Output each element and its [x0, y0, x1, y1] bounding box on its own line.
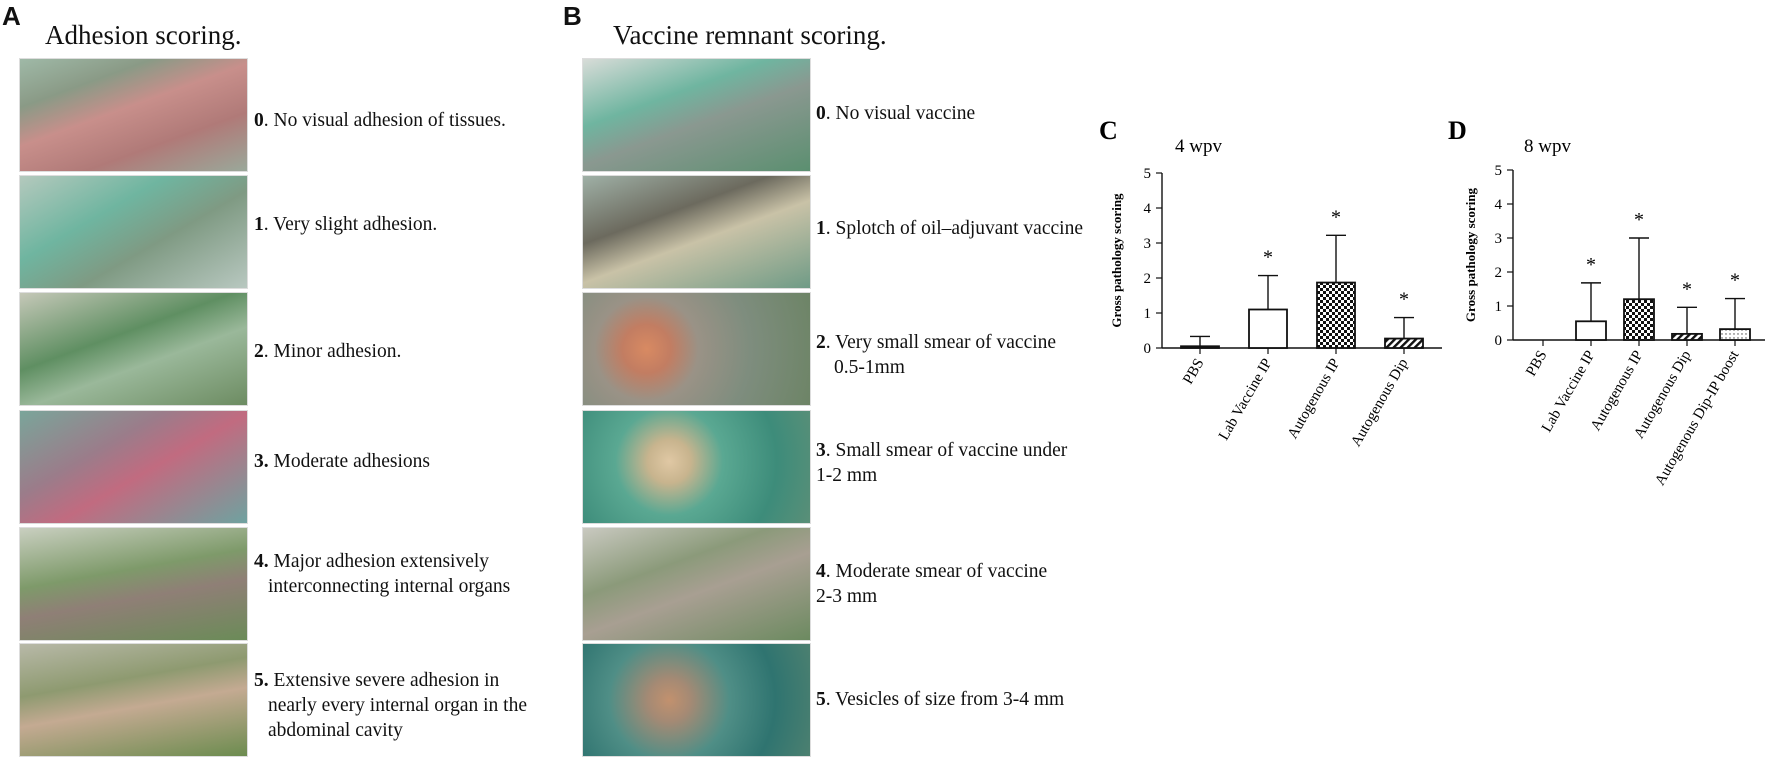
chart-c-ytick-label: 2 — [1144, 271, 1152, 287]
chart-c-ytick-label: 1 — [1144, 306, 1152, 322]
adhesion-photo-2 — [19, 292, 248, 406]
adhesion-photo-3 — [19, 410, 248, 524]
vaccine-photo-3 — [582, 410, 811, 524]
chart-d-bar-4 — [1719, 328, 1751, 341]
vaccine-caption-4: 4. Moderate smear of vaccine 2-3 mm — [816, 561, 1048, 607]
chart-c-xtick-label-0: PBS — [1180, 356, 1207, 387]
chart-d-bar-2 — [1623, 298, 1655, 341]
chart-c-ytick-label: 0 — [1144, 341, 1152, 357]
vaccine-caption-1: 1. Splotch of oil–adjuvant vaccine — [816, 218, 1083, 239]
chart-c-ytick-label: 4 — [1144, 201, 1152, 217]
chart-d-sig-1: * — [1586, 254, 1596, 276]
vaccine-photo-0 — [582, 58, 811, 172]
chart-d-sig-4: * — [1730, 270, 1740, 292]
adhesion-caption-0: 0. No visual adhesion of tissues. — [254, 110, 506, 131]
chart-d-xtick-label-4: Autogenous Dip-IP boost — [1652, 347, 1743, 488]
panel-a-letter: A — [2, 1, 21, 31]
chart-d-ytick-label: 1 — [1495, 299, 1503, 315]
chart-c-ylabel: Gross pathology scoring — [1109, 193, 1124, 328]
chart-d-bar-3 — [1671, 332, 1703, 341]
chart-c-title: 4 wpv — [1175, 136, 1222, 157]
chart-d-ytick-label: 5 — [1495, 163, 1503, 179]
chart-d-xtick-label-2: Autogenous IP — [1588, 348, 1647, 434]
chart-c-xtick-label-3: Autogenous Dip — [1348, 356, 1411, 450]
chart-d-sig-3: * — [1682, 278, 1692, 300]
panel-b-title: Vaccine remnant scoring. — [613, 20, 887, 50]
chart-d-xtick-label-3: Autogenous Dip — [1631, 348, 1694, 442]
chart-d-ytick-label: 0 — [1495, 333, 1503, 349]
chart-d-letter: D — [1448, 116, 1467, 145]
vaccine-photo-2 — [582, 292, 811, 406]
panel-a-title: Adhesion scoring. — [45, 20, 242, 50]
chart-d-ytick-label: 3 — [1495, 231, 1503, 247]
adhesion-caption-2: 2. Minor adhesion. — [254, 341, 402, 362]
chart-c-xtick-label-2: Autogenous IP — [1285, 356, 1344, 442]
adhesion-photo-0 — [19, 58, 248, 172]
panel-b-letter: B — [563, 1, 582, 31]
vaccine-caption-0: 0. No visual vaccine — [816, 103, 976, 124]
chart-c-sig-2: * — [1331, 206, 1341, 228]
adhesion-photo-4 — [19, 527, 248, 641]
adhesion-photo-5 — [19, 643, 248, 757]
adhesion-caption-1: 1. Very slight adhesion. — [254, 214, 438, 235]
vaccine-caption-2: 2. Very small smear of vaccine 0.5-1mm — [816, 332, 1057, 378]
chart-d-title: 8 wpv — [1524, 136, 1571, 157]
chart-d-xtick-label-1: Lab Vaccine IP — [1539, 348, 1599, 435]
vaccine-photo-1 — [582, 175, 811, 289]
adhesion-caption-4: 4. Major adhesion extensively interconne… — [254, 551, 511, 597]
vaccine-photo-5 — [582, 643, 811, 757]
chart-c-ytick-label: 5 — [1144, 166, 1152, 182]
chart-c-sig-1: * — [1263, 247, 1273, 269]
vaccine-photo-4 — [582, 527, 811, 641]
adhesion-photo-1 — [19, 175, 248, 289]
chart-c-bar-0 — [1180, 345, 1220, 349]
adhesion-caption-3: 3. Moderate adhesions — [254, 451, 430, 472]
chart-d-ylabel: Gross pathology scoring — [1463, 187, 1478, 322]
chart-c-ytick-label: 3 — [1144, 236, 1152, 252]
chart-c-bar-3 — [1384, 337, 1424, 349]
chart-d-ytick-label: 2 — [1495, 265, 1503, 281]
chart-c-sig-3: * — [1399, 289, 1409, 311]
chart-d-ytick-label: 4 — [1495, 197, 1503, 213]
adhesion-caption-5: 5. Extensive severe adhesion in nearly e… — [254, 670, 527, 741]
chart-d-xtick-label-0: PBS — [1523, 348, 1550, 379]
vaccine-caption-3: 3. Small smear of vaccine under 1-2 mm — [816, 440, 1068, 486]
chart-c-bar-1 — [1248, 308, 1288, 349]
chart-d-bar-1 — [1575, 320, 1607, 341]
vaccine-caption-5: 5. Vesicles of size from 3-4 mm — [816, 689, 1065, 710]
chart-d-sig-2: * — [1634, 209, 1644, 231]
chart-c-bar-2 — [1316, 281, 1356, 349]
chart-c-xtick-label-1: Lab Vaccine IP — [1216, 356, 1276, 443]
